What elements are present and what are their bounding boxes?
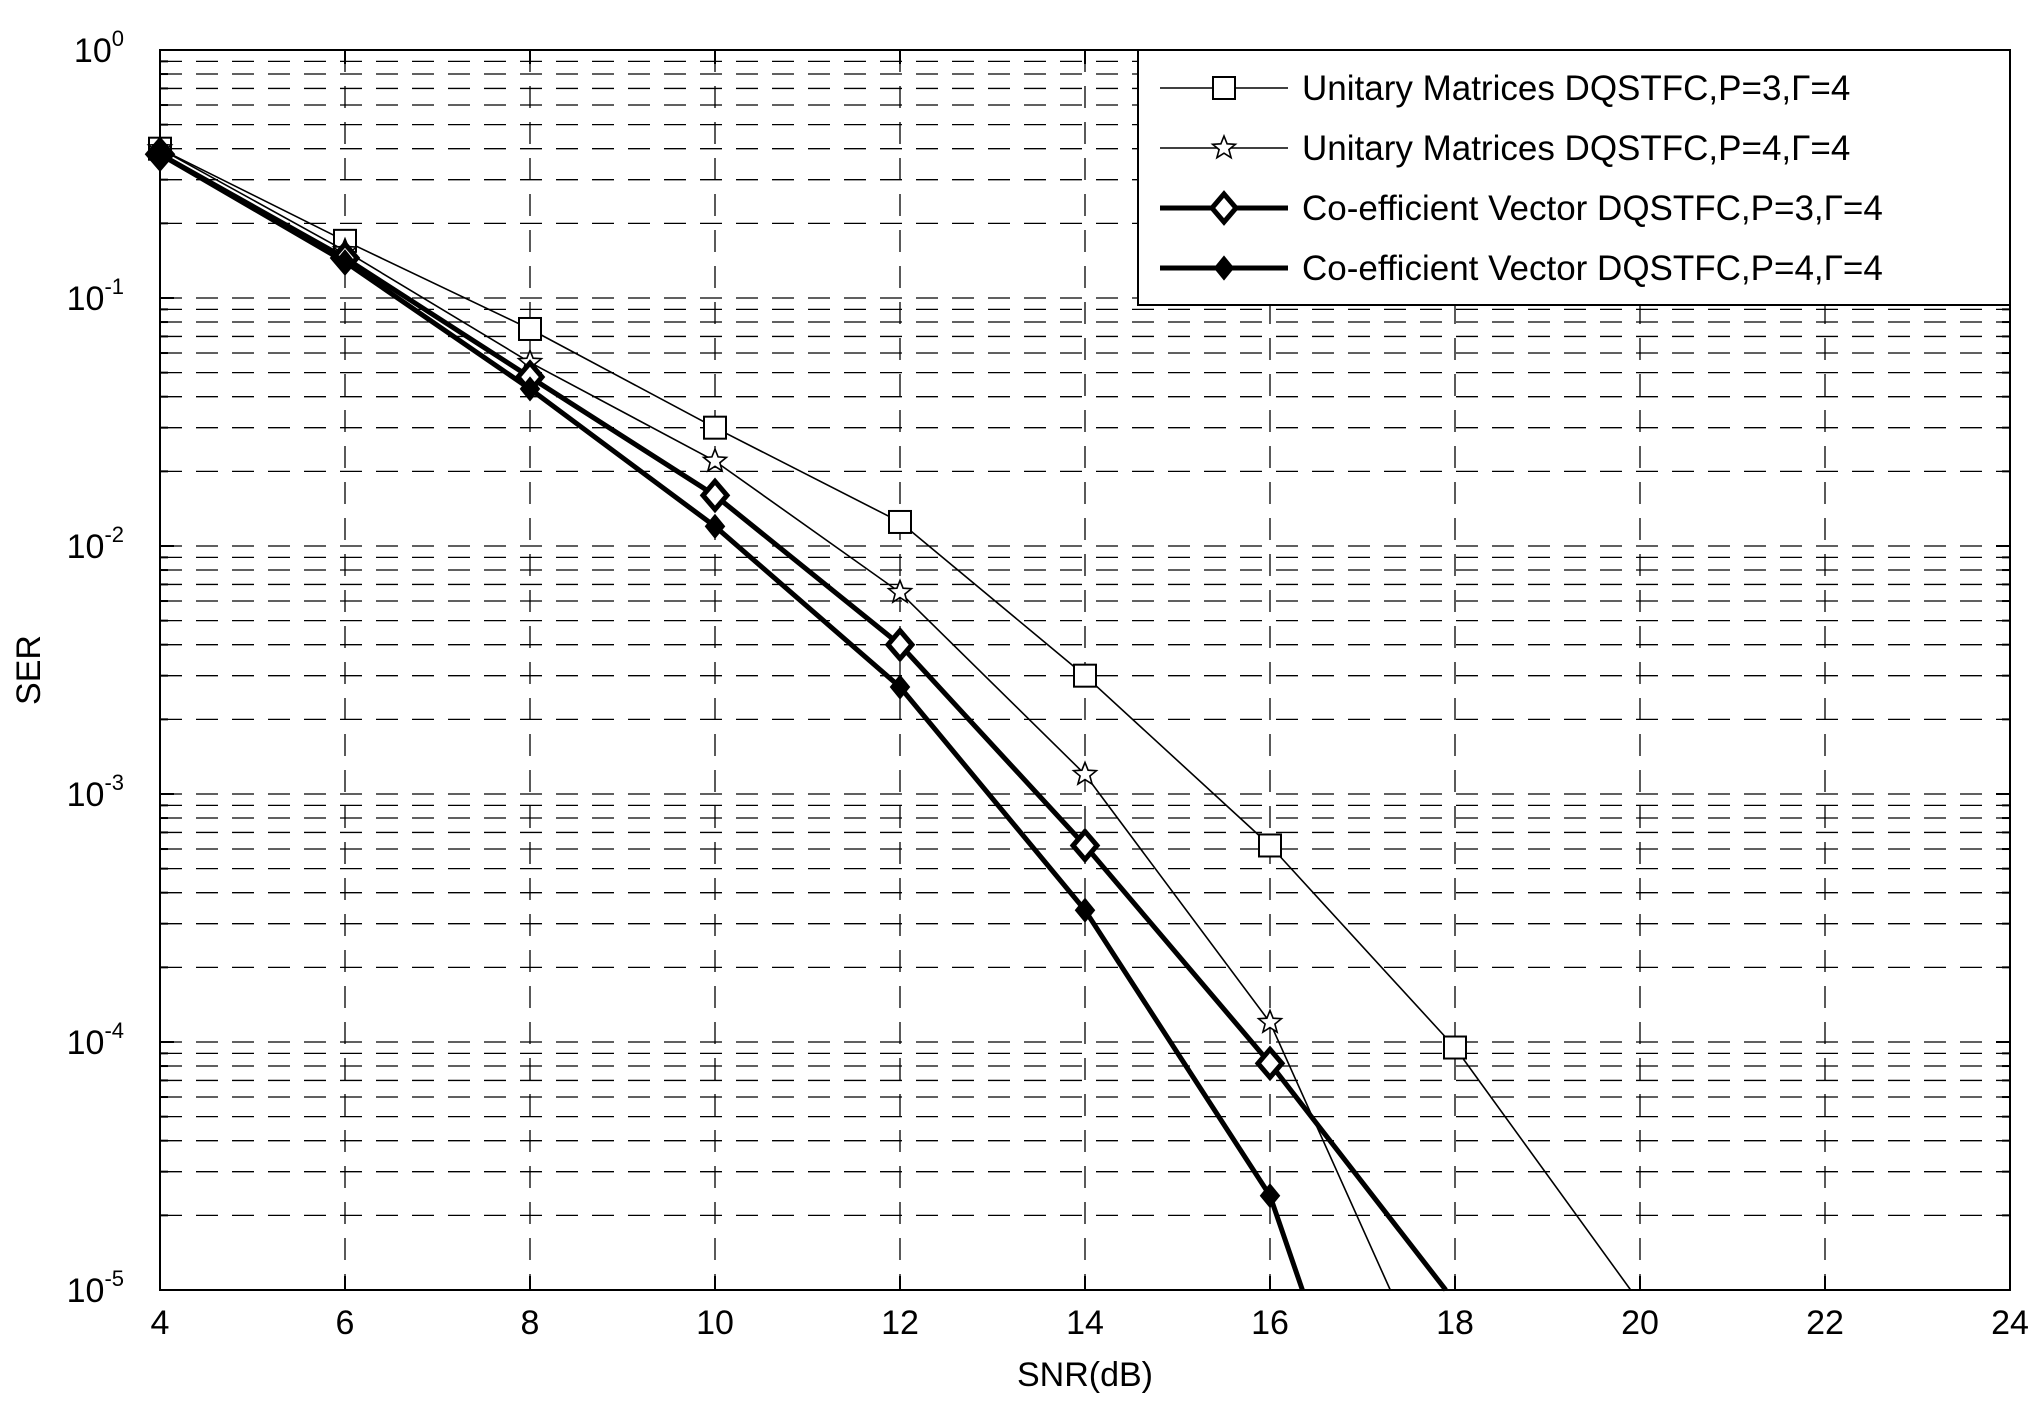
x-tick-label: 4 [151, 1304, 170, 1342]
square-marker [1258, 833, 1282, 858]
legend-entry-2: Unitary Matrices DQSTFC,P=4,Γ=4 [1160, 129, 1850, 168]
legend-entry-4: Co-efficient Vector DQSTFC,P=4,Γ=4 [1160, 249, 1883, 288]
x-tick-labels: 4 6 8 10 12 14 16 18 20 22 24 [151, 1304, 2029, 1342]
x-tick-label: 10 [696, 1304, 734, 1342]
x-tick-label: 16 [1251, 1304, 1289, 1342]
legend-entry-3: Co-efficient Vector DQSTFC,P=3,Γ=4 [1160, 189, 1883, 228]
y-tick-label: 10-2 [67, 522, 124, 566]
x-tick-label: 12 [881, 1304, 919, 1342]
x-tick-label: 22 [1806, 1304, 1844, 1342]
series-line [158, 152, 1448, 1292]
legend-label: Unitary Matrices DQSTFC,P=3,Γ=4 [1302, 69, 1850, 108]
diamond-marker [884, 626, 916, 663]
series-line [158, 152, 1305, 1291]
diamond-marker [699, 477, 731, 514]
y-tick-label: 10-1 [67, 274, 124, 318]
star-marker [1256, 1008, 1284, 1034]
y-tick-label: 100 [74, 26, 124, 70]
star-marker [1210, 133, 1238, 160]
legend-entry-1: Unitary Matrices DQSTFC,P=3,Γ=4 [1160, 69, 1850, 108]
x-tick-label: 20 [1621, 1304, 1659, 1342]
filled-diamond-marker [704, 513, 726, 539]
y-tick-labels: 100 10-1 10-2 10-3 10-4 10-5 [67, 26, 124, 1310]
y-tick-label: 10-3 [67, 770, 124, 814]
filled-diamond-marker [1074, 897, 1096, 923]
filled-diamond-marker [334, 249, 356, 275]
x-tick-label: 24 [1991, 1304, 2029, 1342]
filled-diamond-marker [519, 376, 541, 402]
x-tick-label: 8 [521, 1304, 540, 1342]
diamond-marker [1208, 190, 1240, 226]
legend-box [1137, 49, 2011, 306]
square-marker [888, 509, 912, 534]
diamond-marker [1069, 827, 1101, 864]
square-marker [518, 316, 542, 341]
y-tick-label: 10-5 [67, 1266, 124, 1310]
legend-label: Co-efficient Vector DQSTFC,P=3,Γ=4 [1302, 189, 1883, 228]
x-tick-label: 14 [1066, 1304, 1104, 1342]
legend: Unitary Matrices DQSTFC,P=3,Γ=4 Unitary M… [1137, 49, 2011, 306]
series-line [159, 147, 1392, 1291]
diamond-marker [1254, 1045, 1286, 1082]
square-marker [1073, 663, 1097, 688]
filled-diamond-marker [1259, 1183, 1281, 1209]
filled-diamond-marker [889, 674, 911, 700]
legend-label: Unitary Matrices DQSTFC,P=4,Γ=4 [1302, 129, 1850, 168]
filled-diamond-marker [1213, 255, 1235, 281]
x-tick-label: 18 [1436, 1304, 1474, 1342]
legend-label: Co-efficient Vector DQSTFC,P=4,Γ=4 [1302, 249, 1883, 288]
y-tick-label: 10-4 [67, 1018, 124, 1062]
star-marker [886, 578, 914, 604]
square-marker [703, 415, 727, 440]
y-axis-title: SER [10, 635, 48, 705]
series-layer [144, 134, 1632, 1292]
star-marker [1071, 760, 1099, 786]
grid-lines [160, 50, 2010, 1290]
star-marker [701, 446, 729, 473]
x-tick-label: 6 [336, 1304, 355, 1342]
x-axis-title: SNR(dB) [1017, 1356, 1153, 1394]
square-marker [1212, 76, 1236, 100]
square-marker [1443, 1035, 1467, 1060]
